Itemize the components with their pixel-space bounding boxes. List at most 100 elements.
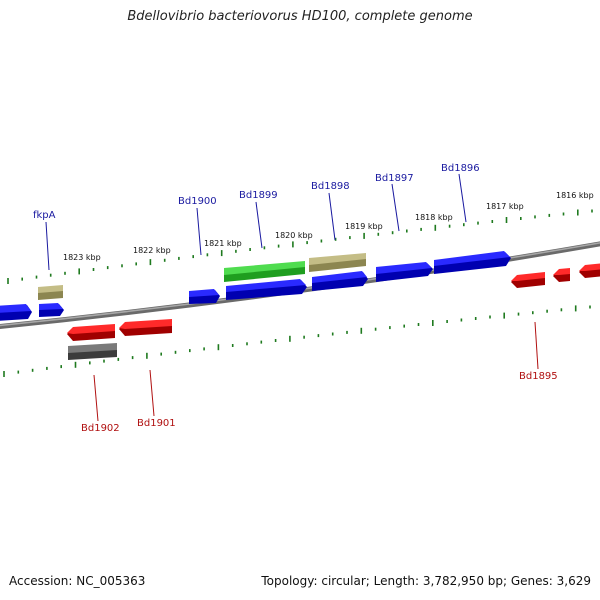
minor-tick-mark bbox=[46, 366, 48, 370]
minor-tick-mark bbox=[560, 308, 563, 312]
minor-tick-mark bbox=[106, 266, 109, 270]
minor-tick-mark bbox=[346, 330, 348, 334]
minor-tick-mark bbox=[562, 212, 565, 216]
major-tick-mark bbox=[505, 217, 508, 223]
minor-tick-mark bbox=[477, 221, 479, 225]
major-tick-mark bbox=[74, 361, 77, 368]
gene-label-bd1901[interactable]: Bd1901 bbox=[137, 418, 176, 429]
gene-label-bd1895[interactable]: Bd1895 bbox=[519, 371, 558, 382]
bd1897-leader-line bbox=[391, 183, 400, 232]
gene-arrow-bd1898[interactable] bbox=[312, 271, 368, 291]
minor-tick-mark bbox=[463, 223, 465, 227]
minor-tick-mark bbox=[320, 239, 323, 243]
minor-tick-mark bbox=[235, 249, 237, 253]
minor-tick-mark bbox=[460, 318, 463, 322]
bd1902-leader-line bbox=[93, 374, 99, 422]
major-tick-mark bbox=[503, 312, 505, 319]
minor-tick-mark bbox=[491, 220, 494, 223]
gene-arrow-bd1903-partial[interactable] bbox=[0, 304, 32, 321]
scale-tick-label: 1821 kbp bbox=[204, 239, 242, 248]
major-tick-mark bbox=[149, 259, 152, 266]
minor-tick-mark bbox=[92, 268, 95, 271]
minor-tick-mark bbox=[160, 352, 162, 356]
major-tick-mark bbox=[432, 320, 434, 326]
minor-tick-mark bbox=[246, 342, 248, 346]
gene-arrow-bd1897[interactable] bbox=[376, 262, 433, 282]
gene-arrow-bd1900[interactable] bbox=[189, 289, 220, 304]
gene-arrow-bd1902[interactable] bbox=[67, 324, 115, 341]
major-tick-mark bbox=[217, 344, 220, 351]
gene-arrow-bd1896[interactable] bbox=[434, 251, 511, 274]
major-tick-mark bbox=[577, 209, 579, 216]
gene-arrow-bd1901[interactable] bbox=[119, 319, 172, 336]
feature-gray-bd1902[interactable] bbox=[68, 343, 117, 360]
gene-label-bd1899[interactable]: Bd1899 bbox=[239, 190, 278, 201]
major-tick-mark bbox=[146, 352, 148, 359]
minor-tick-mark bbox=[163, 258, 166, 262]
minor-tick-mark bbox=[135, 262, 137, 266]
scale-tick-label: 1818 kbp bbox=[415, 213, 453, 222]
scale-tick-label: 1819 kbp bbox=[345, 222, 383, 231]
reverse-strand-genes bbox=[67, 263, 600, 341]
minor-tick-mark bbox=[349, 236, 351, 240]
minor-tick-mark bbox=[446, 320, 448, 323]
minor-tick-mark bbox=[231, 344, 234, 347]
minor-tick-mark bbox=[591, 209, 593, 213]
reverse-strand-features bbox=[68, 343, 117, 360]
minor-tick-mark bbox=[17, 370, 20, 374]
minor-tick-mark bbox=[448, 224, 451, 228]
minor-tick-mark bbox=[174, 350, 177, 354]
minor-tick-mark bbox=[474, 317, 477, 320]
major-tick-mark bbox=[292, 241, 294, 248]
minor-tick-mark bbox=[49, 273, 52, 277]
minor-tick-mark bbox=[374, 327, 377, 331]
gene-label-fkpA[interactable]: fkpA bbox=[33, 210, 56, 221]
minor-tick-mark bbox=[131, 356, 134, 360]
minor-tick-mark bbox=[303, 335, 305, 339]
major-tick-mark bbox=[363, 232, 365, 239]
forward-strand-features bbox=[38, 253, 366, 300]
minor-tick-mark bbox=[189, 349, 191, 353]
gene-label-bd1896[interactable]: Bd1896 bbox=[441, 163, 480, 174]
gene-arrow-fkpA[interactable] bbox=[39, 303, 64, 317]
scale-tick-label: 1816 kbp bbox=[556, 191, 594, 200]
lower-tick-row bbox=[3, 305, 591, 377]
minor-tick-mark bbox=[121, 264, 123, 268]
gene-arrow-bd1899[interactable] bbox=[226, 279, 307, 300]
minor-tick-mark bbox=[417, 323, 420, 326]
minor-tick-mark bbox=[317, 334, 320, 338]
minor-tick-mark bbox=[517, 312, 520, 316]
minor-tick-mark bbox=[534, 215, 536, 219]
feature-tan-fkpA[interactable] bbox=[38, 285, 63, 300]
minor-tick-mark bbox=[89, 361, 91, 365]
upper-tick-row bbox=[7, 209, 593, 284]
scale-tick-label: 1822 kbp bbox=[133, 246, 171, 255]
gene-arrow-bd1894[interactable] bbox=[553, 268, 570, 282]
gene-label-bd1902[interactable]: Bd1902 bbox=[81, 423, 120, 434]
scale-tick-label: 1820 kbp bbox=[275, 231, 313, 240]
bd1901-leader-line bbox=[149, 369, 155, 417]
gene-arrow-bd1895[interactable] bbox=[511, 272, 545, 288]
gene-label-bd1900[interactable]: Bd1900 bbox=[178, 196, 217, 207]
scale-tick-label: 1817 kbp bbox=[486, 202, 524, 211]
gene-arrow-bd1893-partial[interactable] bbox=[579, 263, 600, 278]
minor-tick-mark bbox=[546, 309, 548, 313]
major-tick-mark bbox=[220, 250, 223, 257]
feature-green-bd1899[interactable] bbox=[224, 261, 305, 282]
gene-label-bd1898[interactable]: Bd1898 bbox=[311, 181, 350, 192]
gene-label-bd1897[interactable]: Bd1897 bbox=[375, 173, 414, 184]
feature-tan-bd1898[interactable] bbox=[309, 253, 366, 272]
minor-tick-mark bbox=[263, 246, 266, 250]
minor-tick-mark bbox=[548, 213, 551, 217]
accession-text: Accession: NC_005363 bbox=[9, 574, 146, 588]
minor-tick-mark bbox=[21, 277, 23, 281]
minor-tick-mark bbox=[35, 275, 38, 279]
minor-tick-mark bbox=[249, 248, 251, 251]
major-tick-mark bbox=[574, 305, 577, 312]
minor-tick-mark bbox=[532, 311, 534, 315]
minor-tick-mark bbox=[260, 340, 263, 344]
minor-tick-mark bbox=[406, 229, 408, 233]
minor-tick-mark bbox=[103, 359, 105, 363]
